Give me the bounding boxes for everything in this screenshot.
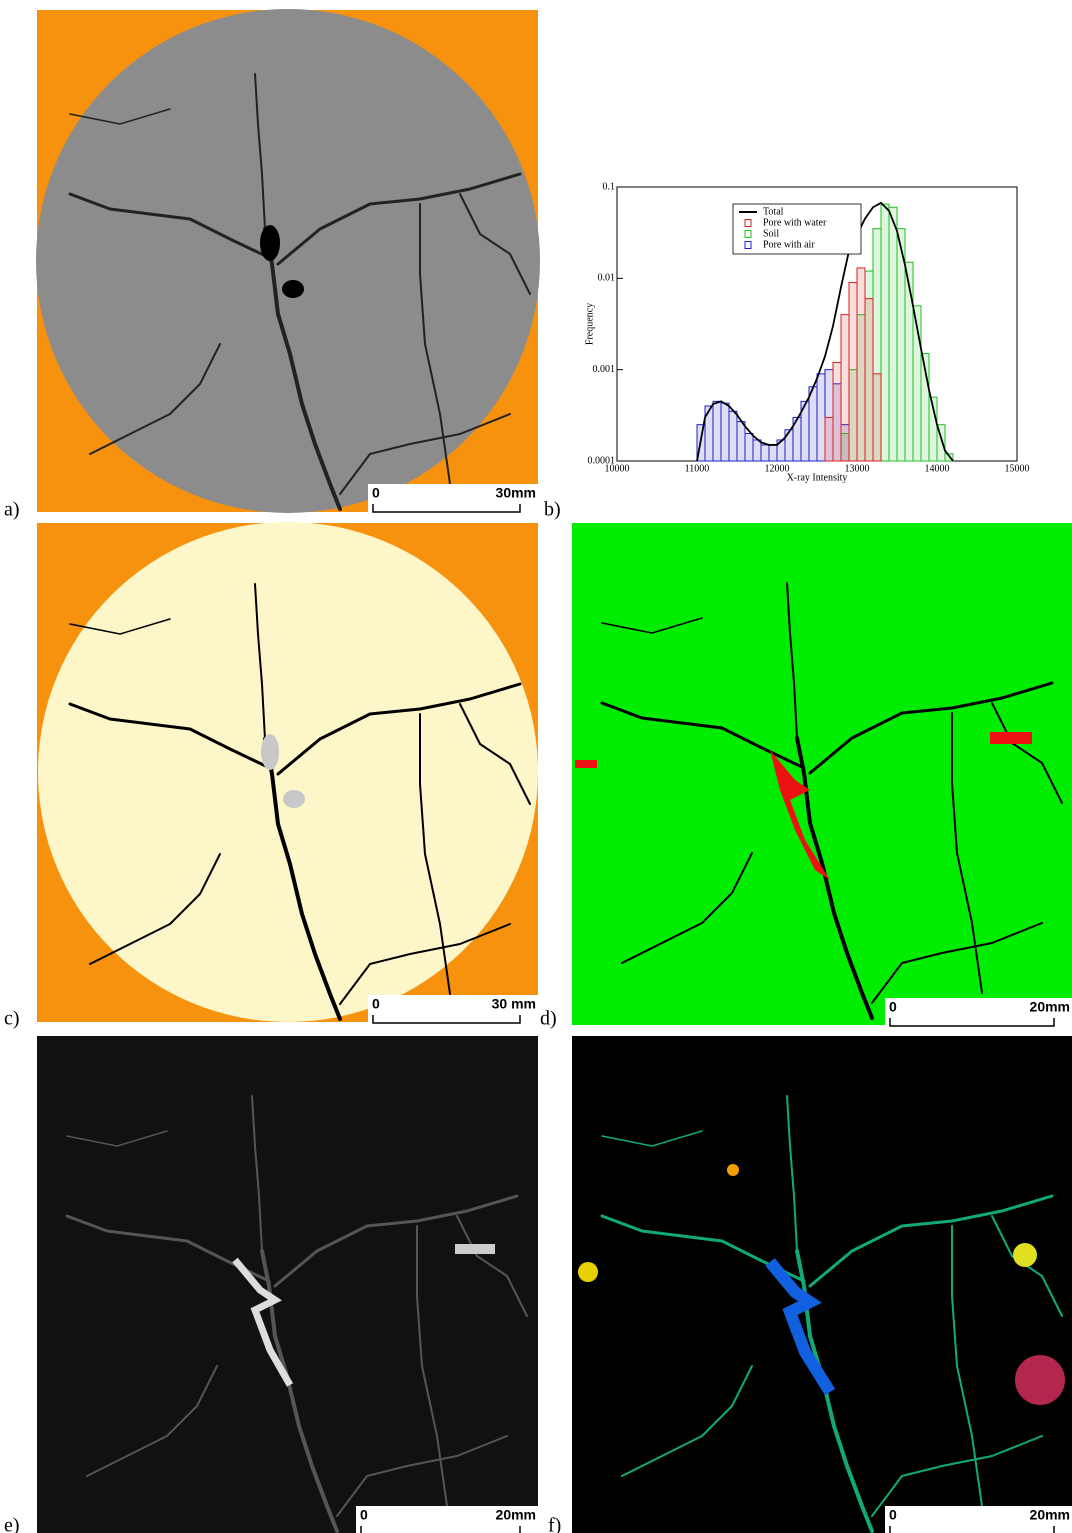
y-tick-label: 0.001 — [593, 364, 616, 375]
water-region — [990, 732, 1032, 744]
histogram-bar — [745, 434, 753, 461]
pore — [283, 790, 305, 808]
pore-cluster — [1013, 1243, 1037, 1267]
y-axis-label: Frequency — [584, 303, 595, 345]
scale-bar-end: 20mm — [1030, 999, 1070, 1015]
scale-bar-start: 0 — [360, 1507, 368, 1523]
x-tick-label: 13000 — [845, 463, 870, 474]
y-tick-label: 0.1 — [603, 181, 616, 192]
pore — [260, 225, 280, 261]
scale-bar-start: 0 — [889, 1507, 897, 1523]
x-tick-label: 11000 — [685, 463, 710, 474]
histogram-bar — [841, 315, 849, 461]
image-f-bg — [572, 1036, 1072, 1533]
panel-label: a) — [4, 499, 20, 521]
x-tick-label: 14000 — [925, 463, 950, 474]
legend-entry: Total — [763, 206, 784, 217]
scale-bar-start: 0 — [372, 996, 380, 1012]
histogram-bar — [849, 283, 857, 461]
histogram-bar — [737, 422, 745, 461]
pore — [261, 734, 279, 770]
image-e-bg — [37, 1036, 538, 1533]
pore — [282, 280, 304, 298]
pore-cluster — [1015, 1355, 1065, 1405]
scale-bar-end: 20mm — [1030, 1507, 1070, 1523]
scale-bar-start: 0 — [889, 999, 897, 1015]
scale-bar-end: 30mm — [496, 485, 536, 501]
histogram-bar — [809, 387, 817, 461]
legend-entry: Pore with water — [763, 217, 827, 228]
histogram-bar — [721, 403, 729, 461]
histogram-bar — [889, 207, 897, 461]
page: a)030mmb)c)030 mmd)020mme)020mmf)020mm10… — [0, 0, 1072, 1533]
histogram-bar — [905, 262, 913, 461]
water-region — [575, 760, 597, 768]
histogram-bar — [825, 417, 833, 461]
x-tick-label: 15000 — [1005, 463, 1030, 474]
panel-label: e) — [4, 1515, 20, 1533]
histogram-bar — [729, 411, 737, 461]
panel-label: c) — [4, 1008, 20, 1030]
histogram-bar — [865, 299, 873, 461]
legend-entry: Soil — [763, 228, 779, 239]
legend-entry: Pore with air — [763, 239, 815, 250]
water-distance — [455, 1244, 495, 1254]
panel-label: d) — [540, 1008, 557, 1030]
histogram-bar — [761, 445, 769, 461]
pore-cluster — [727, 1164, 739, 1176]
scale-bar-start: 0 — [372, 485, 380, 501]
panel-label: f) — [548, 1515, 561, 1533]
scale-bar-end: 30 mm — [492, 996, 536, 1012]
figure: a)030mmb)c)030 mmd)020mme)020mmf)020mm10… — [0, 0, 1072, 1533]
histogram-bar — [881, 204, 889, 461]
histogram-bar — [833, 362, 841, 461]
scale-bar-end: 20mm — [496, 1507, 536, 1523]
histogram-bar — [857, 268, 865, 461]
histogram-bar — [873, 374, 881, 461]
x-axis-label: X-ray Intensity — [787, 472, 848, 483]
histogram-bar — [713, 401, 721, 461]
panel-label: b) — [544, 499, 561, 521]
histogram-bar — [769, 445, 777, 461]
sample-slice — [36, 9, 540, 513]
y-tick-label: 0.0001 — [588, 455, 616, 466]
segmented-slice — [38, 522, 538, 1022]
y-tick-label: 0.01 — [598, 273, 616, 284]
histogram-bar — [753, 440, 761, 461]
pore-cluster — [578, 1262, 598, 1282]
histogram-bar — [817, 374, 825, 461]
